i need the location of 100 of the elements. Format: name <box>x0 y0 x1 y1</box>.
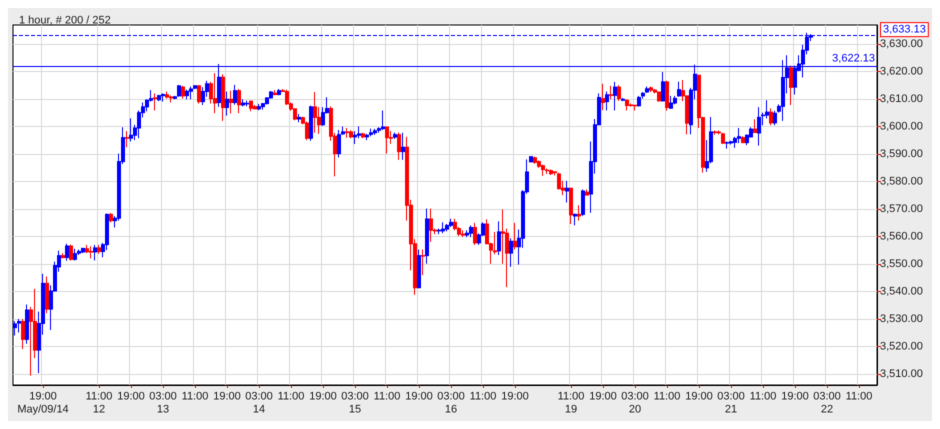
candlestick <box>609 85 613 100</box>
candlestick <box>769 108 773 126</box>
candlestick <box>573 213 577 226</box>
candlestick <box>337 129 341 158</box>
candlestick <box>69 244 73 262</box>
candlestick <box>161 92 165 102</box>
candlestick <box>773 110 777 126</box>
x-tick-label: 03:00 16 <box>437 390 465 416</box>
y-tick-label: 3,610.00 <box>880 93 923 106</box>
candlestick <box>221 74 225 122</box>
x-tick-label: 11:00 12 <box>86 390 112 416</box>
y-tick-label: 3,560.00 <box>880 230 923 243</box>
x-tick-label: 19:00 <box>213 390 241 402</box>
y-tick-label: 3,520.00 <box>880 340 923 353</box>
candlestick <box>713 130 717 136</box>
candlestick <box>613 81 617 111</box>
candlestick <box>657 91 661 102</box>
candlestick <box>549 169 553 176</box>
candlestick <box>469 224 473 238</box>
candlestick <box>601 83 605 111</box>
y-tick-label: 3,620.00 <box>880 66 923 78</box>
candlestick <box>417 249 421 289</box>
x-tick-label: 11:00 <box>846 390 872 402</box>
y-tick-label: 3,630.00 <box>880 38 923 50</box>
candlestick <box>789 65 793 106</box>
candlestick <box>509 238 513 268</box>
candlestick <box>385 126 389 154</box>
candlestick <box>737 128 741 144</box>
candlestick <box>425 208 429 264</box>
candlestick <box>237 88 241 114</box>
candlestick <box>213 72 217 114</box>
x-tick-label: 03:00 13 <box>149 390 177 416</box>
candlestick <box>169 94 173 103</box>
candlestick <box>229 90 233 114</box>
candlestick <box>625 98 629 111</box>
candlestick <box>661 71 665 102</box>
x-tick-label: 11:00 <box>182 390 208 402</box>
x-tick-label: 19:00 <box>501 390 529 402</box>
candlestick <box>729 140 733 146</box>
candlestick <box>605 91 609 111</box>
candlestick <box>621 97 625 102</box>
candlestick <box>309 105 313 142</box>
candlestick <box>393 132 397 140</box>
candlestick <box>181 85 185 100</box>
candlestick <box>153 92 157 111</box>
candlestick <box>253 104 257 110</box>
candlestick <box>473 222 477 246</box>
x-tick-label: 03:00 15 <box>341 390 369 416</box>
candlestick <box>25 304 29 344</box>
y-tick-label: 3,580.00 <box>880 176 923 188</box>
x-tick-label: 19:00 <box>405 390 433 402</box>
candlestick <box>165 91 169 100</box>
y-tick-label: 3,530.00 <box>880 313 923 326</box>
candlestick <box>349 130 353 139</box>
candlestick <box>721 132 725 144</box>
candlestick <box>241 98 245 107</box>
candlestick <box>397 132 401 160</box>
candlestick <box>585 188 589 196</box>
candlestick <box>665 80 669 112</box>
x-tick-label: 11:00 <box>470 390 496 402</box>
candlestick <box>373 128 377 136</box>
candlestick <box>677 81 681 98</box>
x-tick-label: 19:00 <box>781 390 809 402</box>
x-tick-label: 03:00 14 <box>245 390 273 416</box>
candlestick <box>753 118 757 134</box>
candlestick <box>565 180 569 204</box>
x-tick-label: 19:00 <box>309 390 337 402</box>
candlestick <box>673 95 677 105</box>
ref-line-label: 3,633.13 <box>883 24 926 36</box>
y-tick-label: 3,550.00 <box>880 258 923 270</box>
candlestick <box>225 91 229 116</box>
chart-title: 1 hour, # 200 / 252 <box>19 14 111 26</box>
candlestick <box>65 243 69 262</box>
candlestick <box>297 114 301 123</box>
x-tick-label: 19:00 May/09/14 <box>17 390 69 416</box>
x-tick-label: 19:00 <box>685 390 713 402</box>
candlestick <box>13 320 17 336</box>
candlestick <box>185 89 189 100</box>
candlestick <box>449 218 453 228</box>
candlestick <box>725 141 729 150</box>
candlestick <box>45 276 49 314</box>
candlestick <box>581 188 585 216</box>
candlestick <box>649 86 653 93</box>
x-tick-label: 19:00 <box>589 390 617 402</box>
candlestick <box>541 164 545 176</box>
x-tick-label: 11:00 19 <box>558 390 584 416</box>
candlestick <box>629 102 633 108</box>
candlestick <box>93 244 97 262</box>
candlestick <box>529 156 533 163</box>
candlestick <box>465 230 469 238</box>
candlestick <box>129 118 133 142</box>
candlestick <box>645 86 649 94</box>
y-tick-label: 3,570.00 <box>880 203 923 216</box>
candlestick <box>461 230 465 238</box>
candlestick <box>61 252 65 259</box>
candlestick <box>73 248 77 262</box>
candlestick <box>233 84 237 106</box>
candlestick <box>497 220 501 256</box>
x-tick-label: 19:00 <box>117 390 145 402</box>
candlestick <box>353 130 357 144</box>
